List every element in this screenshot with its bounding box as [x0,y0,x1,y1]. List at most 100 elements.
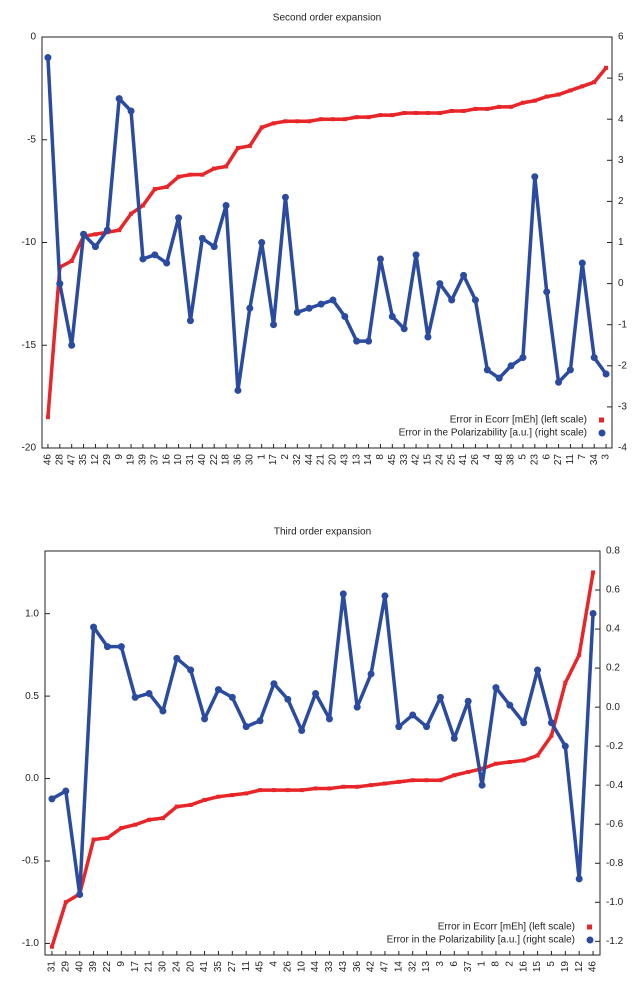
y2-tick-label: -2 [618,360,627,371]
data-point [271,788,276,793]
y-tick-label: -20 [22,443,37,454]
x-tick-label: 1 [256,454,267,460]
data-point [317,300,325,308]
legend-marker [598,429,606,437]
data-point [312,689,320,697]
y-tick-label: -1.0 [22,938,40,949]
data-point [424,333,432,341]
data-point [133,822,138,827]
data-point [369,783,374,788]
data-point [259,125,264,130]
data-point [159,707,167,715]
legend-label: Error in the Polarizability [a.u.] (righ… [387,935,575,946]
x-tick-label: 11 [241,961,252,972]
y-tick-label: 0 [30,32,36,43]
data-point [436,693,444,701]
data-point [353,703,361,711]
x-tick-label: 4 [269,961,280,967]
data-point [409,711,417,719]
data-point [532,98,537,103]
data-point [509,104,514,109]
x-tick-label: 17 [268,454,279,466]
data-point [307,119,312,124]
x-tick-label: 26 [470,454,481,466]
data-point [145,689,153,697]
data-point [437,111,442,116]
x-tick-label: 28 [54,454,65,466]
data-point [506,701,514,709]
x-tick-label: 10 [173,454,184,466]
x-tick-label: 43 [339,454,350,466]
data-point [580,84,585,89]
data-point [285,788,290,793]
plot-frame [41,36,613,449]
x-tick-label: 3 [601,454,612,460]
x-tick-label: 8 [491,961,502,967]
y2-tick-label: -1 [618,319,627,330]
y2-tick-label: -4 [618,443,627,454]
data-point [281,193,289,201]
data-point [520,719,528,727]
data-point [186,317,194,325]
y2-tick-label: -0.8 [606,858,624,869]
x-tick-label: 20 [185,961,196,973]
x-tick-label: 16 [518,961,529,973]
x-tick-label: 14 [363,454,374,466]
data-point [410,778,415,783]
data-point [414,111,419,116]
data-point [62,787,70,795]
x-tick-label: 15 [423,454,434,466]
data-point [424,778,429,783]
x-tick-label: 36 [352,961,363,973]
data-point [589,609,597,617]
data-point [388,312,396,320]
data-point [119,826,124,831]
data-point [80,230,88,238]
data-point [478,781,486,789]
x-tick-label: 32 [292,454,303,466]
x-tick-label: 19 [560,961,571,973]
data-point [354,115,359,120]
chart-title: Second order expansion [273,13,381,24]
data-point [163,259,171,267]
data-point [378,113,383,118]
x-tick-label: 44 [304,454,315,466]
data-point [247,143,252,148]
x-tick-label: 30 [158,961,169,973]
x-tick-label: 39 [88,961,99,973]
data-point [452,773,457,778]
x-tick-label: 45 [387,454,398,466]
y2-tick-label: 3 [618,155,624,166]
data-point [176,174,181,179]
x-tick-label: 17 [130,961,141,973]
data-point [495,374,503,382]
data-point [270,680,278,688]
x-tick-label: 34 [589,454,600,466]
data-point [313,786,318,791]
data-point [341,312,349,320]
data-point [295,119,300,124]
data-point [390,113,395,118]
data-point [151,251,159,259]
series-line [46,57,608,393]
x-tick-label: 46 [588,961,599,973]
x-tick-label: 48 [494,454,505,466]
data-point [575,875,583,883]
data-point [549,733,554,738]
data-point [244,791,249,796]
x-tick-label: 11 [565,454,576,465]
data-point [175,214,183,222]
legend-label: Error in the Polarizability [a.u.] (righ… [399,428,587,439]
data-point [473,106,478,111]
legend-marker [587,924,592,930]
x-tick-label: 31 [47,961,58,973]
data-point [147,817,152,822]
data-point [139,255,147,263]
data-point [173,654,181,662]
y-tick-label: -5 [27,134,36,145]
data-point [140,203,145,208]
x-tick-label: 46 [43,454,54,466]
data-point [483,366,491,374]
data-point [202,797,207,802]
data-point [117,643,125,651]
